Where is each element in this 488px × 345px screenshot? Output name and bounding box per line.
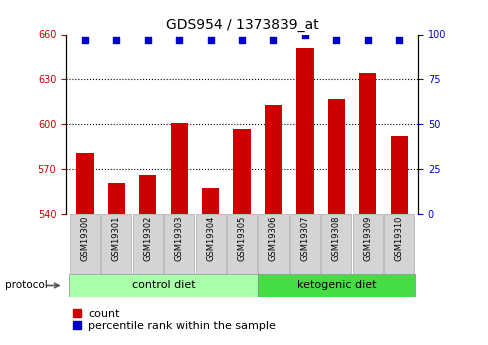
Text: GSM19305: GSM19305 — [237, 216, 246, 261]
Point — [206, 37, 214, 43]
Bar — [107, 183, 125, 214]
Point — [332, 37, 340, 43]
Title: GDS954 / 1373839_at: GDS954 / 1373839_at — [165, 18, 318, 32]
Text: GSM19300: GSM19300 — [80, 216, 89, 261]
Text: GSM19301: GSM19301 — [112, 216, 121, 261]
Bar — [258, 214, 288, 274]
Text: GSM19307: GSM19307 — [300, 216, 309, 261]
Point — [175, 37, 183, 43]
Bar — [289, 214, 319, 274]
Bar — [358, 73, 376, 214]
Bar — [164, 214, 194, 274]
Point — [143, 37, 151, 43]
Legend: count, percentile rank within the sample: count, percentile rank within the sample — [71, 309, 276, 332]
Bar — [101, 214, 131, 274]
Bar — [296, 48, 313, 214]
Bar — [352, 214, 382, 274]
Point — [301, 32, 308, 37]
Bar — [321, 214, 351, 274]
Text: GSM19310: GSM19310 — [394, 216, 403, 261]
Point — [81, 37, 89, 43]
Bar — [76, 152, 93, 214]
Point — [394, 37, 402, 43]
Point — [363, 37, 371, 43]
Bar — [264, 105, 282, 214]
Bar — [132, 214, 163, 274]
Bar — [202, 188, 219, 214]
Text: ketogenic diet: ketogenic diet — [296, 280, 375, 290]
Text: GSM19302: GSM19302 — [143, 216, 152, 261]
Text: GSM19304: GSM19304 — [206, 216, 215, 261]
Bar — [139, 175, 156, 214]
Point — [112, 37, 120, 43]
Bar — [170, 123, 187, 214]
Text: GSM19306: GSM19306 — [268, 216, 277, 261]
Text: protocol: protocol — [5, 280, 47, 290]
Bar — [69, 274, 257, 297]
Bar — [390, 136, 407, 214]
Bar — [233, 129, 250, 214]
Bar — [70, 214, 100, 274]
Point — [269, 37, 277, 43]
Bar — [384, 214, 413, 274]
Text: GSM19308: GSM19308 — [331, 216, 340, 261]
Text: control diet: control diet — [131, 280, 195, 290]
Bar — [226, 214, 257, 274]
Text: GSM19309: GSM19309 — [363, 216, 371, 261]
Bar — [257, 274, 414, 297]
Text: GSM19303: GSM19303 — [174, 216, 183, 261]
Bar — [195, 214, 225, 274]
Bar — [327, 99, 345, 214]
Point — [238, 37, 245, 43]
